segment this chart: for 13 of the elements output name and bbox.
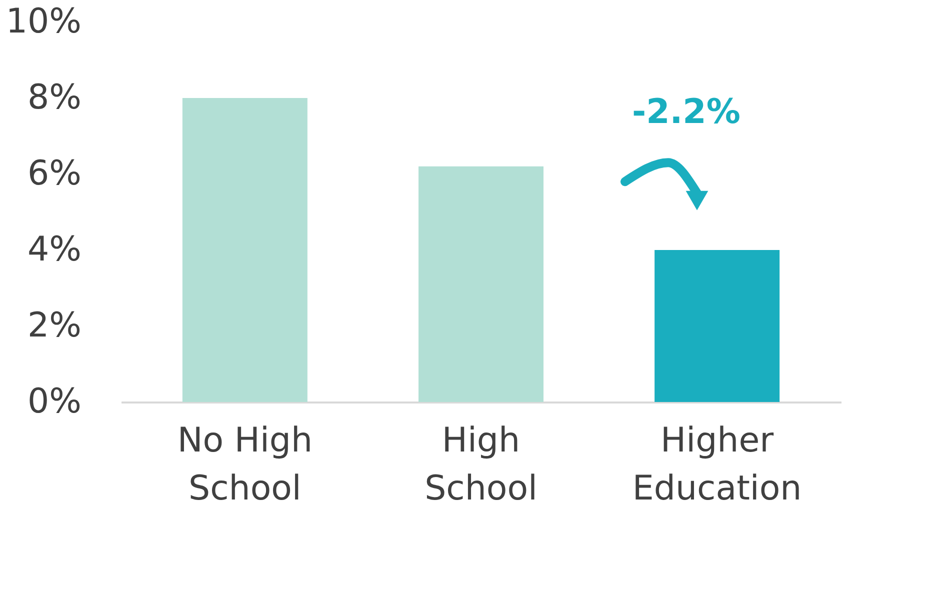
y-tick-label: 6%	[28, 154, 82, 194]
x-tick-label: High School	[424, 420, 538, 508]
annotation: -2.2%	[632, 92, 740, 132]
bar	[182, 98, 308, 402]
y-tick-label: 10%	[6, 2, 82, 42]
y-tick-label: 4%	[28, 230, 82, 270]
y-tick-label: 2%	[28, 306, 82, 346]
x-tick-label: No High School	[177, 420, 313, 508]
y-tick-label: 0%	[28, 382, 82, 422]
y-tick-label: 8%	[28, 78, 82, 118]
bar	[654, 250, 780, 402]
bar	[418, 166, 544, 402]
x-tick-label: Higher Education	[632, 420, 802, 508]
